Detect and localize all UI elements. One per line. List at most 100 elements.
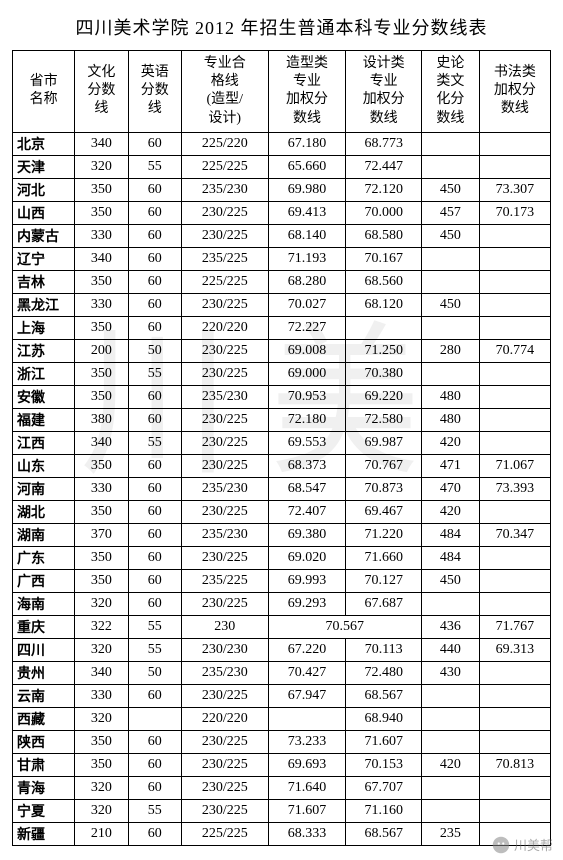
cell-history: 420	[421, 753, 479, 776]
cell-calli: 70.173	[479, 201, 550, 224]
cell-english: 60	[128, 477, 181, 500]
cell-culture: 350	[75, 178, 128, 201]
table-row: 河北35060235/23069.98072.12045073.307	[13, 178, 551, 201]
cell-history: 420	[421, 431, 479, 454]
cell-design: 70.000	[346, 201, 422, 224]
cell-english: 60	[128, 408, 181, 431]
table-row: 浙江35055230/22569.00070.380	[13, 362, 551, 385]
cell-qualify: 230/225	[181, 799, 268, 822]
cell-province: 四川	[13, 638, 75, 661]
cell-calli	[479, 155, 550, 178]
cell-province: 宁夏	[13, 799, 75, 822]
cell-english: 60	[128, 753, 181, 776]
cell-design: 70.380	[346, 362, 422, 385]
cell-province: 重庆	[13, 615, 75, 638]
cell-province: 青海	[13, 776, 75, 799]
cell-calli	[479, 247, 550, 270]
cell-model: 69.413	[268, 201, 346, 224]
cell-english: 60	[128, 316, 181, 339]
cell-model: 71.640	[268, 776, 346, 799]
cell-history	[421, 684, 479, 707]
cell-english: 60	[128, 132, 181, 155]
cell-model: 69.993	[268, 569, 346, 592]
cell-province: 内蒙古	[13, 224, 75, 247]
cell-calli: 69.313	[479, 638, 550, 661]
cell-culture: 320	[75, 776, 128, 799]
cell-province: 云南	[13, 684, 75, 707]
cell-design: 68.940	[346, 707, 422, 730]
cell-history	[421, 362, 479, 385]
cell-history	[421, 799, 479, 822]
cell-history	[421, 707, 479, 730]
cell-qualify: 230	[181, 615, 268, 638]
cell-history: 440	[421, 638, 479, 661]
cell-culture: 350	[75, 730, 128, 753]
cell-calli	[479, 684, 550, 707]
cell-qualify: 230/230	[181, 638, 268, 661]
cell-province: 福建	[13, 408, 75, 431]
cell-design: 68.560	[346, 270, 422, 293]
cell-design: 70.113	[346, 638, 422, 661]
cell-model-design-merged: 70.567	[268, 615, 421, 638]
cell-english: 55	[128, 638, 181, 661]
table-row: 安徽35060235/23070.95369.220480	[13, 385, 551, 408]
cell-calli	[479, 408, 550, 431]
cell-model: 69.000	[268, 362, 346, 385]
cell-english: 60	[128, 201, 181, 224]
cell-calli	[479, 431, 550, 454]
cell-model: 68.333	[268, 822, 346, 845]
cell-design	[346, 316, 422, 339]
cell-province: 贵州	[13, 661, 75, 684]
cell-calli	[479, 661, 550, 684]
cell-english: 60	[128, 500, 181, 523]
cell-design: 72.120	[346, 178, 422, 201]
cell-culture: 350	[75, 500, 128, 523]
cell-history	[421, 270, 479, 293]
cell-english: 60	[128, 247, 181, 270]
cell-design: 69.220	[346, 385, 422, 408]
cell-qualify: 230/225	[181, 362, 268, 385]
cell-province: 甘肃	[13, 753, 75, 776]
column-header-design: 设计类专业加权分数线	[346, 51, 422, 133]
cell-culture: 350	[75, 569, 128, 592]
cell-model: 70.027	[268, 293, 346, 316]
table-row: 青海32060230/22571.64067.707	[13, 776, 551, 799]
cell-model: 65.660	[268, 155, 346, 178]
table-row: 江西34055230/22569.55369.987420	[13, 431, 551, 454]
cell-calli	[479, 776, 550, 799]
cell-english: 60	[128, 454, 181, 477]
column-header-model: 造型类专业加权分数线	[268, 51, 346, 133]
table-row: 西藏320220/22068.940	[13, 707, 551, 730]
cell-qualify: 235/230	[181, 385, 268, 408]
table-row: 四川32055230/23067.22070.11344069.313	[13, 638, 551, 661]
cell-province: 湖北	[13, 500, 75, 523]
table-row: 福建38060230/22572.18072.580480	[13, 408, 551, 431]
column-header-province: 省市名称	[13, 51, 75, 133]
cell-calli	[479, 224, 550, 247]
corner-watermark: 川美帮	[492, 835, 553, 854]
cell-calli: 71.067	[479, 454, 550, 477]
cell-qualify: 235/225	[181, 569, 268, 592]
cell-culture: 322	[75, 615, 128, 638]
cell-calli: 71.767	[479, 615, 550, 638]
cell-model: 68.373	[268, 454, 346, 477]
cell-design: 71.220	[346, 523, 422, 546]
cell-qualify: 230/225	[181, 776, 268, 799]
cell-history: 450	[421, 178, 479, 201]
cell-model: 69.553	[268, 431, 346, 454]
cell-history	[421, 592, 479, 615]
cell-english: 60	[128, 822, 181, 845]
cell-history: 480	[421, 408, 479, 431]
cell-province: 新疆	[13, 822, 75, 845]
cell-calli	[479, 362, 550, 385]
cell-qualify: 230/225	[181, 224, 268, 247]
cell-design: 71.660	[346, 546, 422, 569]
cell-history	[421, 316, 479, 339]
cell-province: 山西	[13, 201, 75, 224]
table-row: 天津32055225/22565.66072.447	[13, 155, 551, 178]
cell-qualify: 230/225	[181, 684, 268, 707]
cell-culture: 350	[75, 270, 128, 293]
cell-design: 72.580	[346, 408, 422, 431]
cell-calli	[479, 132, 550, 155]
cell-culture: 320	[75, 799, 128, 822]
